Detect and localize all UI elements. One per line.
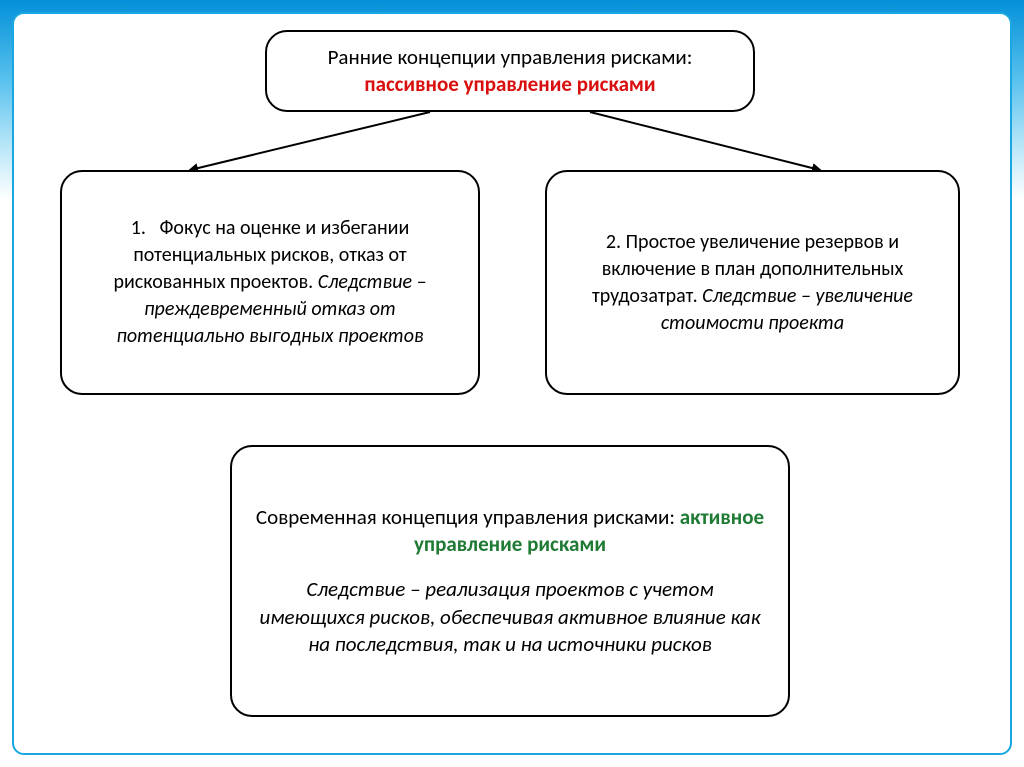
slide-canvas: Ранние концепции управления рисками: пас… [0, 0, 1024, 767]
top-line1: Ранние концепции управления рисками: [328, 44, 693, 71]
right-child-text: 2. Простое увеличение резервов и включен… [569, 229, 936, 337]
right-child-box: 2. Простое увеличение резервов и включен… [545, 170, 960, 395]
bottom-concept-box: Современная концепция управления рисками… [230, 445, 790, 717]
top-line2-passive: пассивное управление рисками [364, 71, 655, 98]
bottom-line1: Современная концепция управления рисками… [254, 504, 766, 559]
left-prefix: 1. [131, 216, 146, 240]
right-part2-italic: Следствие – увеличение стоимости проекта [661, 284, 913, 335]
left-child-box: 1. Фокус на оценке и избегании потенциал… [60, 170, 480, 395]
bottom-body-italic: Следствие – реализация проектов с учетом… [254, 576, 766, 658]
left-child-text: 1. Фокус на оценке и избегании потенциал… [84, 215, 456, 350]
bottom-line1a: Современная концепция управления рисками… [256, 504, 680, 530]
top-concept-box: Ранние концепции управления рисками: пас… [265, 30, 755, 112]
right-prefix: 2. [606, 230, 621, 254]
